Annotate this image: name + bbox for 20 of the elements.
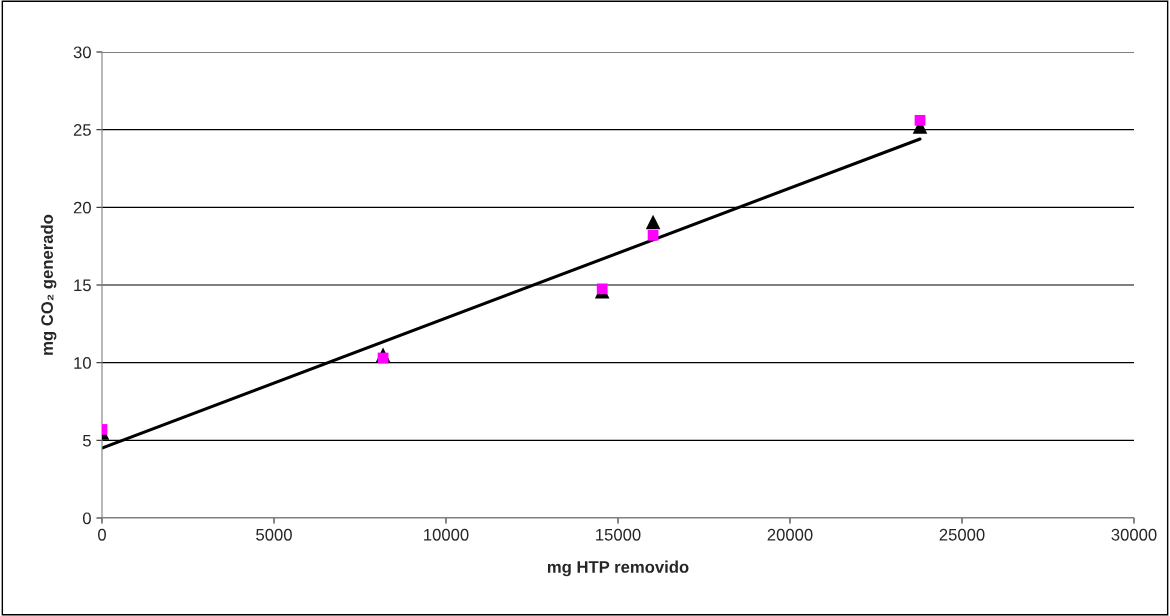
y-tick-label: 20 [73,201,91,214]
point [596,283,608,295]
y-tick-label: 30 [73,46,91,59]
point [647,229,659,241]
y-tick-label: 5 [82,434,91,447]
point [645,214,661,230]
x-tick-label: 10000 [424,528,469,541]
y-tick-label: 0 [82,512,91,525]
y-tick-label: 25 [73,124,91,136]
y-axis-title: mg CO₂ generado [40,214,57,355]
x-tick-label: 25000 [939,528,985,541]
x-tick-label: 20000 [767,528,813,541]
x-tick-label: 15000 [596,528,641,541]
y-tick-label: 10 [74,357,91,369]
point [914,114,926,126]
x-tick-label: 30000 [1111,528,1157,541]
x-tick-label: 0 [98,528,106,541]
x-tick-label: 5000 [256,528,292,541]
x-axis-title: mg HTP removido [547,560,689,577]
y-tick-label: 15 [74,279,91,292]
